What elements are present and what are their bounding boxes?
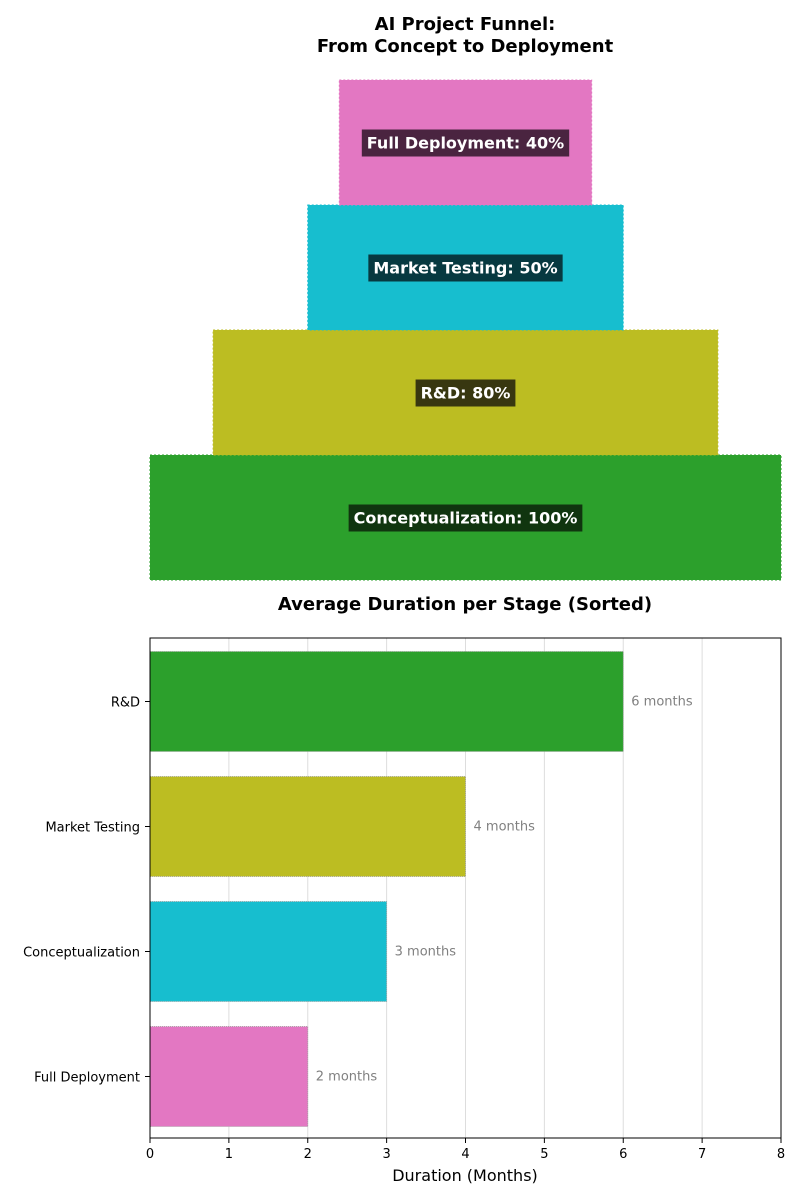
bar-data-label: 6 months (631, 695, 693, 710)
bar-y-tick-label: R&D (111, 696, 140, 711)
funnel-stage-label: R&D: 80% (421, 384, 511, 403)
funnel-stage: Market Testing: 50% (307, 204, 624, 331)
bar (149, 1026, 309, 1127)
bar-data-label: 4 months (474, 820, 536, 835)
bar-y-tick-label: Market Testing (45, 821, 140, 836)
bar (149, 776, 466, 877)
bar-data-label: 2 months (316, 1070, 378, 1085)
funnel-label-box (415, 379, 516, 407)
bar-x-tick-label: 3 (382, 1147, 390, 1162)
bar-x-axis-label: Duration (Months) (392, 1166, 538, 1185)
funnel-stage-label: Full Deployment: 40% (367, 134, 564, 153)
bar-x-tick-label: 8 (777, 1147, 785, 1162)
funnel-label-box (348, 504, 583, 532)
bar-y-axis: R&D Market Testing Conceptualization Full D… (23, 696, 150, 1086)
bar-data-label: 3 months (395, 945, 457, 960)
funnel-stage-label: Market Testing: 50% (373, 259, 557, 278)
funnel-chart: AI Project Funnel: From Concept to Deplo… (149, 14, 782, 581)
bar (149, 651, 624, 752)
duration-bar-chart: Average Duration per Stage (Sorted) 6 mo… (23, 594, 785, 1185)
funnel-stage: Full Deployment: 40% (338, 79, 593, 206)
bar-x-tick-label: 2 (304, 1147, 312, 1162)
funnel-stage-label: Conceptualization: 100% (354, 509, 578, 528)
bar-x-tick-label: 4 (461, 1147, 469, 1162)
funnel-title-line-2: From Concept to Deployment (317, 36, 614, 57)
bar-y-tick-label: Full Deployment (34, 1071, 140, 1086)
bar-item: 4 months (149, 776, 536, 877)
funnel-title-line-1: AI Project Funnel: (375, 14, 556, 35)
bar-x-tick-label: 1 (225, 1147, 233, 1162)
bar (149, 901, 388, 1002)
bar-x-tick-label: 5 (540, 1147, 548, 1162)
funnel-stage: R&D: 80% (212, 329, 719, 456)
bar-item: 3 months (149, 901, 457, 1002)
bar-x-tick-label: 0 (146, 1147, 154, 1162)
bar-y-tick-label: Conceptualization (23, 946, 140, 961)
bar-x-tick-label: 6 (619, 1147, 627, 1162)
funnel-stage: Conceptualization: 100% (149, 454, 782, 581)
bar-chart-title: Average Duration per Stage (Sorted) (278, 594, 652, 615)
funnel-label-box (368, 254, 563, 282)
bar-item: 6 months (149, 651, 693, 752)
bar-x-axis: 0 1 2 3 4 5 6 7 8 (146, 1138, 785, 1162)
bar-x-tick-label: 7 (698, 1147, 706, 1162)
funnel-label-box (361, 129, 570, 157)
bar-series: 6 months 4 months 3 months 2 months (149, 651, 693, 1127)
funnel-stages: Conceptualization: 100% R&D: 80% Market Te… (149, 79, 782, 581)
bar-item: 2 months (149, 1026, 378, 1127)
